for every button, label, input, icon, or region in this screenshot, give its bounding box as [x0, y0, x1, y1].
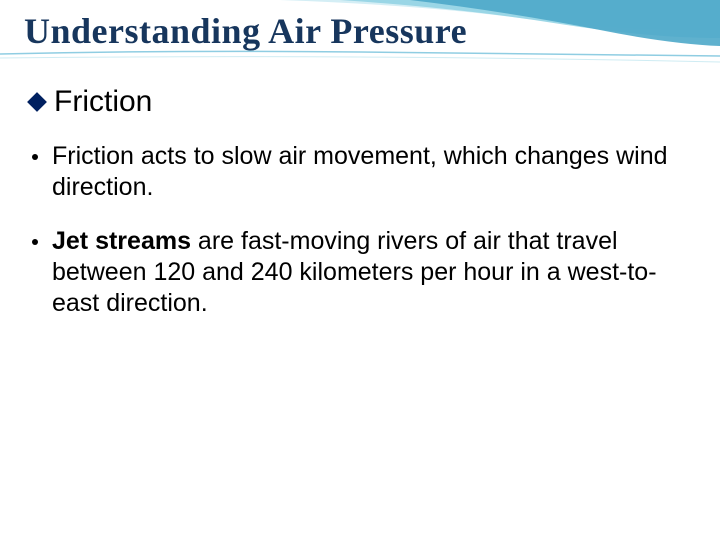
- bullet-text: Jet streams are fast-moving rivers of ai…: [52, 226, 690, 320]
- bullet-item: Friction acts to slow air movement, whic…: [30, 141, 690, 204]
- bold-term: Jet streams: [52, 227, 191, 255]
- slide-title: Understanding Air Pressure: [24, 10, 467, 52]
- section-heading: Friction: [30, 85, 690, 119]
- section-heading-text: Friction: [54, 85, 152, 119]
- bullet-dot-icon: [32, 239, 38, 245]
- bullet-item: Jet streams are fast-moving rivers of ai…: [30, 226, 690, 320]
- bullet-text: Friction acts to slow air movement, whic…: [52, 141, 690, 204]
- diamond-bullet-icon: [27, 92, 47, 112]
- content-area: Friction Friction acts to slow air movem…: [30, 85, 690, 341]
- bullet-dot-icon: [32, 154, 38, 160]
